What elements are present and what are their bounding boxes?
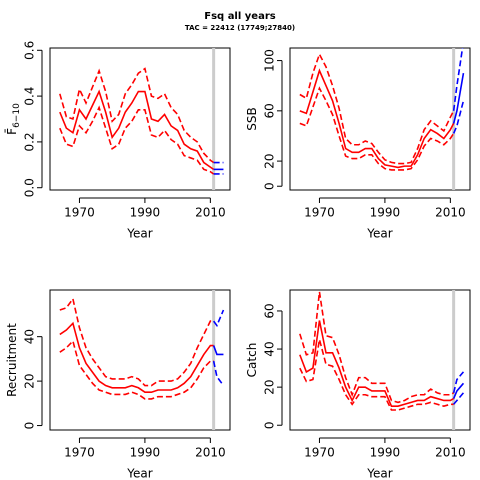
interval-line: [452, 48, 464, 111]
interval-line: [212, 309, 225, 328]
x-tick-label: 1990: [130, 446, 161, 460]
panel: 1970 1990 2010 Year 0 20 60 100 SSB: [245, 47, 471, 241]
interval-line: [59, 297, 214, 387]
median-line: [59, 321, 214, 394]
interval-line: [299, 86, 455, 171]
x-tick-label: 1970: [304, 206, 335, 220]
median-line: [299, 68, 455, 169]
interval-line: [299, 339, 454, 411]
y-axis-label-main: SSB: [245, 107, 259, 130]
y-tick-label: 40: [23, 329, 37, 344]
x-tick-label: 2010: [435, 446, 466, 460]
y-axis-label: Catch: [245, 343, 259, 378]
interval-line: [452, 100, 465, 134]
median-line: [452, 72, 465, 124]
y-tick-label: 0: [263, 182, 277, 190]
y-tick-label: 0: [23, 422, 37, 430]
interval-line: [453, 392, 465, 405]
y-tick-label: 60: [263, 103, 277, 118]
y-tick-label: 0: [263, 421, 277, 429]
x-axis-label: Year: [366, 467, 392, 480]
median-line: [59, 89, 215, 171]
plot-frame: [289, 289, 471, 431]
y-tick-label: 100: [263, 49, 277, 72]
x-axis-label: Year: [126, 467, 152, 480]
y-tick-label: 0.4: [23, 87, 37, 106]
figure-subtitle: TAC = 22412 (17749;27840): [185, 24, 295, 32]
y-axis-label-main: Recruitment: [5, 323, 19, 397]
y-axis-label-sub: 6−10: [12, 103, 22, 128]
y-tick-label: 20: [23, 373, 37, 388]
x-tick-label: 2010: [195, 446, 226, 460]
y-axis-label-main: Catch: [245, 343, 259, 378]
y-tick-label: 0.0: [23, 178, 37, 197]
median-line: [299, 320, 455, 407]
median-line: [212, 345, 224, 356]
y-tick-label: 40: [263, 341, 277, 356]
x-tick-label: 1990: [370, 206, 401, 220]
plot-frame: [289, 47, 471, 191]
interval-line: [299, 52, 455, 165]
plot-frame: [49, 47, 231, 191]
interval-line: [452, 371, 465, 394]
median-line: [452, 382, 465, 399]
x-axis-label: Year: [366, 227, 392, 241]
y-axis-label: F̄6−10: [4, 103, 21, 135]
x-tick-label: 1970: [304, 446, 335, 460]
interval-line: [212, 360, 225, 387]
y-tick-label: 0.6: [23, 41, 37, 60]
figure-title: Fsq all years: [204, 11, 275, 22]
interval-line: [59, 105, 215, 175]
y-axis-label-main: F̄: [4, 128, 18, 135]
interval-line: [299, 291, 455, 404]
x-tick-label: 1970: [64, 206, 95, 220]
x-axis-label: Year: [126, 227, 152, 241]
interval-line: [59, 339, 214, 400]
x-tick-label: 1990: [130, 206, 161, 220]
y-tick-label: 60: [263, 303, 277, 318]
x-tick-label: 1990: [370, 446, 401, 460]
interval-line: [59, 67, 215, 164]
y-tick-label: 20: [263, 153, 277, 168]
panel: 1970 1990 2010 Year 0 20 40 Recruitment: [5, 289, 231, 480]
y-axis-label: Recruitment: [5, 323, 19, 397]
x-tick-label: 1970: [64, 446, 95, 460]
panel: 1970 1990 2010 Year 0 20 40 60 Catch: [245, 289, 471, 480]
x-tick-label: 2010: [195, 206, 226, 220]
y-axis-label: SSB: [245, 107, 259, 130]
y-tick-label: 20: [263, 380, 277, 395]
plot-frame: [49, 289, 231, 431]
x-tick-label: 2010: [435, 206, 466, 220]
panel: 1970 1990 2010 Year 0.0 0.2 0.4 0.6 F̄6−10: [4, 41, 231, 241]
y-tick-label: 0.2: [23, 132, 37, 151]
